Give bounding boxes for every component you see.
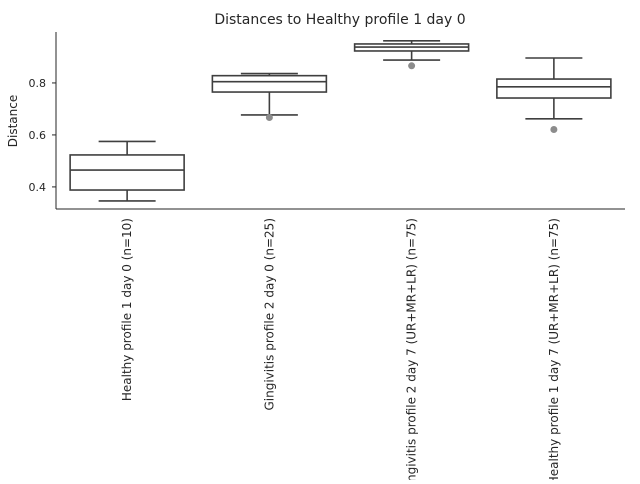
box-2 bbox=[211, 72, 328, 122]
x-tick-label: Gingivitis profile 2 day 7 (UR+MR+LR) (n… bbox=[405, 218, 419, 480]
outlier-point bbox=[408, 62, 416, 70]
y-tick-label: 0.4 bbox=[29, 181, 47, 194]
x-tick-label: Healthy profile 1 day 7 (UR+MR+LR) (n=75… bbox=[547, 218, 561, 480]
box-3 bbox=[353, 40, 470, 70]
y-tick-label: 0.8 bbox=[29, 77, 47, 90]
y-tick-label: 0.6 bbox=[29, 129, 47, 142]
iqr-box bbox=[496, 78, 612, 99]
iqr-box bbox=[69, 154, 185, 191]
x-tick-label: Gingivitis profile 2 day 0 (n=25) bbox=[262, 218, 276, 411]
y-axis-label: Distance bbox=[6, 95, 20, 147]
outlier-point bbox=[265, 114, 273, 122]
iqr-box bbox=[211, 74, 328, 93]
outlier-point bbox=[550, 125, 558, 133]
x-tick-label: Healthy profile 1 day 0 (n=10) bbox=[120, 218, 134, 401]
chart-title: Distances to Healthy profile 1 day 0 bbox=[214, 12, 465, 28]
box-4 bbox=[496, 57, 612, 133]
box-1 bbox=[69, 140, 185, 202]
